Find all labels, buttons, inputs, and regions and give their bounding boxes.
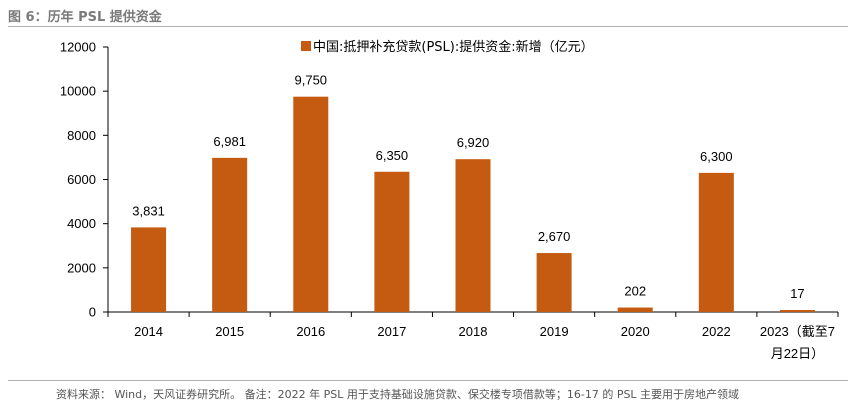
title-divider <box>8 26 848 27</box>
x-category-label: 2019 <box>540 324 569 339</box>
bar <box>617 307 653 312</box>
data-label: 6,350 <box>376 148 409 163</box>
x-category-label: 2020 <box>621 324 650 339</box>
source-divider <box>8 380 848 381</box>
y-tick-label: 2000 <box>67 260 96 275</box>
y-tick-label: 4000 <box>67 216 96 231</box>
x-category-label: 月22日） <box>771 346 824 361</box>
psl-bar-chart: 0 2000 4000 6000 8000 10000 12000 2014 2015 2016… <box>60 39 839 361</box>
data-label: 6,300 <box>700 149 733 164</box>
data-labels: 3,831 6,981 9,750 6,350 6,920 2,670 202 6,300 17 <box>132 73 804 301</box>
y-tick-label: 6000 <box>67 172 96 187</box>
x-category-label: 2014 <box>134 324 163 339</box>
x-axis: 2014 2015 2016 2017 2018 2019 2020 2022 2023（截至7… <box>107 311 839 361</box>
x-category-label: 2017 <box>377 324 406 339</box>
y-tick-label: 10000 <box>60 84 96 99</box>
legend-label: 中国:抵押补充贷款(PSL):提供资金:新增（亿元） <box>313 39 594 55</box>
bar-series <box>131 96 815 312</box>
bar <box>374 171 410 312</box>
legend-swatch <box>301 41 311 51</box>
bar <box>455 159 491 312</box>
data-label: 9,750 <box>295 73 328 88</box>
bar <box>779 310 815 312</box>
y-tick-label: 8000 <box>67 128 96 143</box>
x-category-label: 2022 <box>702 324 731 339</box>
figure-title: 图 6：历年 PSL 提供资金 <box>8 10 162 25</box>
y-tick-label: 0 <box>89 305 96 320</box>
data-label: 202 <box>624 284 646 299</box>
bar <box>212 157 248 312</box>
data-label: 17 <box>790 286 804 301</box>
x-category-label: 2015 <box>215 324 244 339</box>
bar <box>536 253 572 312</box>
data-label: 2,670 <box>538 229 571 244</box>
data-label: 3,831 <box>132 203 165 218</box>
bar <box>131 227 167 312</box>
y-tick-label: 12000 <box>60 40 96 55</box>
data-label: 6,981 <box>213 134 246 149</box>
y-axis: 0 2000 4000 6000 8000 10000 12000 <box>60 40 109 320</box>
legend: 中国:抵押补充贷款(PSL):提供资金:新增（亿元） <box>301 39 594 55</box>
source-note: 资料来源： Wind，天风证券研究所。 备注：2022 年 PSL 用于支持基础… <box>56 388 740 401</box>
bar <box>293 96 329 312</box>
x-category-label: 2023（截至7 <box>760 324 835 339</box>
bar <box>698 172 734 312</box>
x-category-label: 2016 <box>296 324 325 339</box>
data-label: 6,920 <box>457 135 490 150</box>
x-category-label: 2018 <box>459 324 488 339</box>
